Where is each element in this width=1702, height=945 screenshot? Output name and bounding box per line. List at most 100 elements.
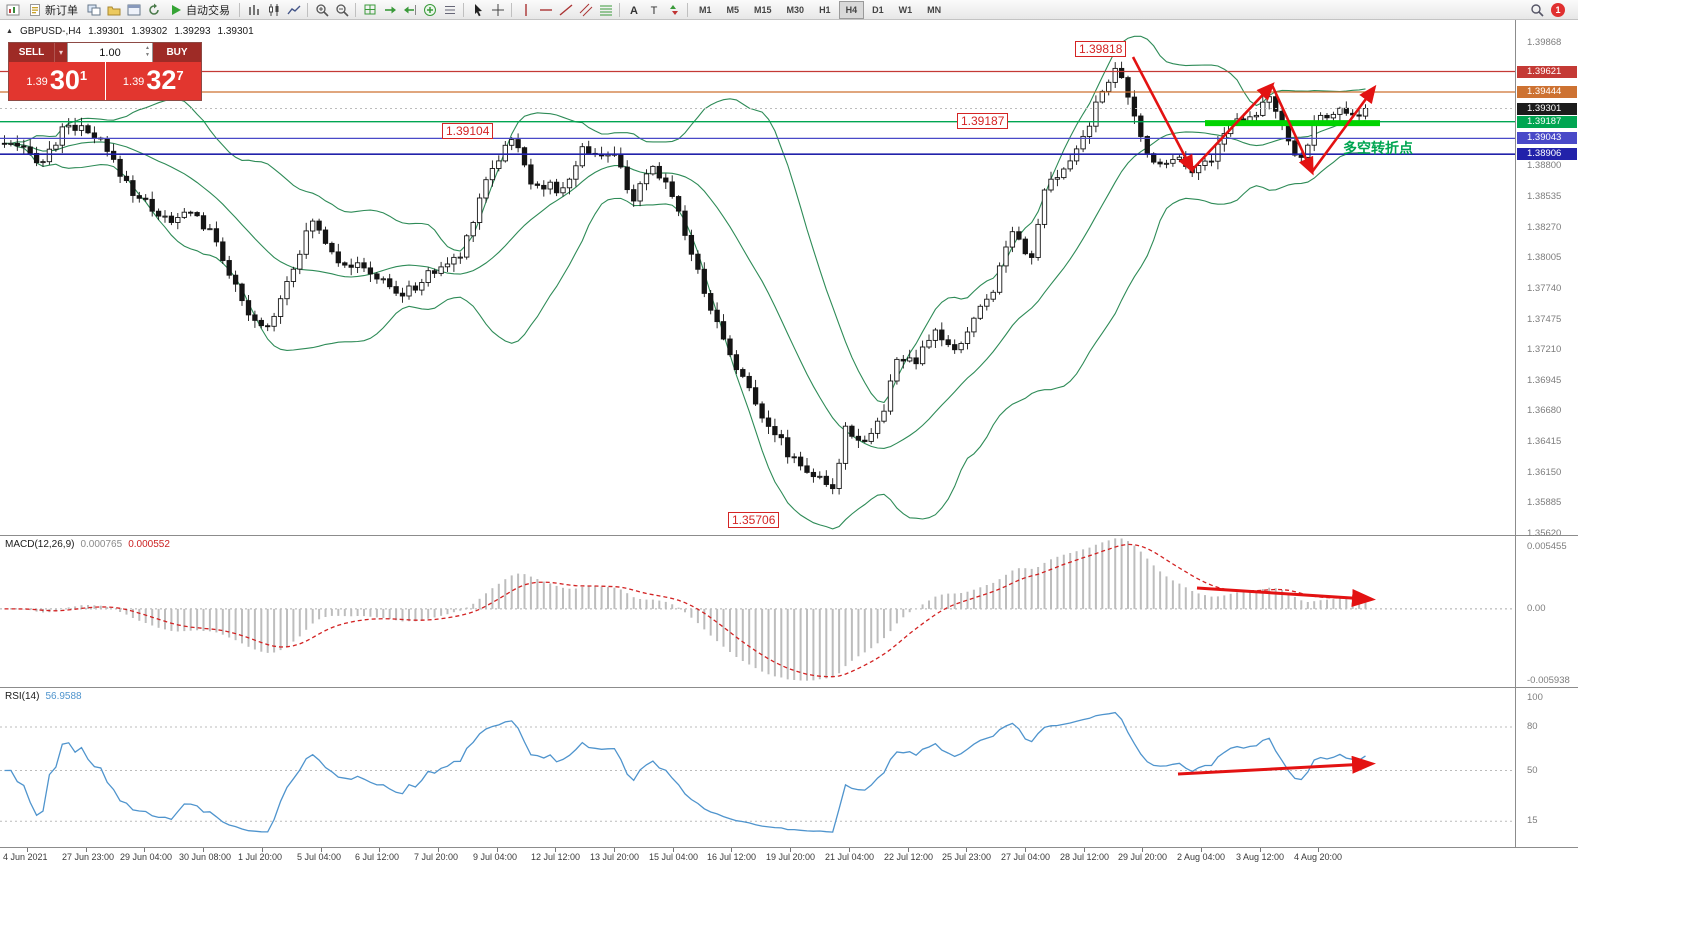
trendline-icon[interactable] (556, 1, 575, 19)
rsi-canvas[interactable] (0, 688, 1515, 848)
time-axis-label: 27 Jun 23:00 (62, 852, 115, 862)
search-icon[interactable] (1527, 1, 1546, 19)
notification-badge[interactable]: 1 (1551, 2, 1565, 17)
fibonacci-icon[interactable] (596, 1, 615, 19)
text-label-icon: T (650, 5, 657, 17)
refresh-icon[interactable] (144, 1, 163, 19)
macd-canvas[interactable] (0, 536, 1515, 688)
text-label-icon[interactable]: T (644, 1, 663, 19)
one-click-trading-widget: SELL ▾ 1.00 ▲ ▼ BUY 1.39 30 1 (8, 42, 202, 101)
horizontal-level-lines[interactable] (0, 70, 1515, 156)
timeframe-button-m30[interactable]: M30 (786, 4, 805, 15)
bar-chart-icon[interactable] (244, 1, 263, 19)
svg-text:A: A (630, 5, 638, 17)
time-axis-tick (1260, 848, 1261, 852)
spinner-down-icon[interactable]: ▼ (145, 52, 150, 58)
sell-button[interactable]: SELL (9, 43, 54, 62)
time-axis-label: 9 Jul 04:00 (473, 852, 518, 862)
timeframe-button-m15[interactable]: M15 (754, 4, 772, 15)
time-axis-tick (262, 848, 263, 852)
zoom-in-icon[interactable] (312, 1, 331, 19)
time-axis-label: 29 Jul 20:00 (1118, 852, 1168, 862)
time-axis-label: 27 Jul 04:00 (1001, 852, 1051, 862)
objects-list-icon[interactable] (440, 1, 459, 19)
terminal-icon[interactable] (124, 1, 143, 19)
chart-shift-icon[interactable] (400, 1, 419, 19)
price-tick-label: 1.37210 (1527, 344, 1562, 355)
main-chart-panel: 1.39868 1.38800 1.38535 1.38270 1.38005 1.377… (0, 20, 1578, 539)
rsi-scale[interactable]: 100 80 50 15 (1515, 688, 1578, 847)
price-tick-label: 1.38535 (1527, 191, 1562, 202)
volume-value: 1.00 (99, 46, 121, 59)
timeframe-button-h1[interactable]: H1 (819, 4, 831, 15)
timeframe-button-m5[interactable]: M5 (726, 4, 740, 15)
volume-spinner[interactable]: ▲ ▼ (145, 45, 150, 59)
chart-window-icon (87, 4, 100, 15)
cursor-icon[interactable] (468, 1, 487, 19)
price-tick-label: 1.36415 (1527, 436, 1562, 447)
macd-scale-label: -0.005938 (1527, 675, 1570, 686)
price-scale[interactable]: 1.39868 1.38800 1.38535 1.38270 1.38005 1.377… (1515, 20, 1578, 539)
line-chart-icon[interactable] (284, 1, 303, 19)
time-axis-tick (1084, 848, 1085, 852)
chart-shift-icon (403, 4, 416, 15)
spinner-up-icon[interactable]: ▲ (145, 45, 150, 51)
macd-label: MACD(12,26,9) 0.000765 0.000552 (5, 539, 170, 550)
macd-value-1: 0.000765 (80, 539, 123, 550)
crosshair-icon[interactable] (488, 1, 507, 19)
trade-options-caret[interactable]: ▾ (54, 43, 67, 62)
auto-trading-button-label: 自动交易 (186, 4, 230, 17)
timeframe-button-m1[interactable]: M1 (699, 4, 712, 15)
time-axis-tick (1318, 848, 1319, 852)
buy-price-display[interactable]: 1.39 32 7 (105, 62, 201, 100)
arrows-icon[interactable] (664, 1, 683, 19)
auto-trading-button[interactable]: 自动交易 (164, 1, 235, 19)
time-axis-label: 2 Aug 04:00 (1177, 852, 1226, 862)
rsi-trend-arrow[interactable] (1177, 755, 1376, 776)
time-axis-tick (379, 848, 380, 852)
timeframe-button-d1[interactable]: D1 (872, 4, 884, 15)
time-axis-tick (849, 848, 850, 852)
sell-price-display[interactable]: 1.39 30 1 (9, 62, 105, 100)
text-icon[interactable]: A (624, 1, 643, 19)
macd-histogram (16, 538, 1367, 681)
volume-input[interactable]: 1.00 ▲ ▼ (67, 43, 153, 62)
grid-icon[interactable] (360, 1, 379, 19)
timeframe-button-w1[interactable]: W1 (898, 4, 913, 15)
candlestick-icon[interactable] (264, 1, 283, 19)
time-axis-label: 19 Jul 20:00 (766, 852, 816, 862)
new-order-button-label: 新订单 (45, 4, 78, 17)
macd-scale[interactable]: 0.005455 0.00 -0.005938 (1515, 536, 1578, 687)
timeframe-button-mn[interactable]: MN (927, 4, 942, 15)
time-axis-label: 5 Jul 04:00 (297, 852, 342, 862)
horizontal-line-icon[interactable] (536, 1, 555, 19)
toolbar-separator (355, 2, 356, 17)
time-axis-tick (321, 848, 322, 852)
toolbar-separator (619, 2, 620, 17)
new-order-button[interactable]: 新订单 (23, 1, 83, 19)
price-chart-canvas[interactable] (0, 20, 1515, 536)
time-axis-tick (731, 848, 732, 852)
channel-icon[interactable] (576, 1, 595, 19)
time-axis-tick (614, 848, 615, 852)
toolbar-separator (307, 2, 308, 17)
time-axis-tick (86, 848, 87, 852)
chart-window-icon[interactable] (84, 1, 103, 19)
indicators-icon[interactable] (420, 1, 439, 19)
macd-trend-arrow[interactable] (1196, 586, 1376, 608)
time-axis[interactable]: 4 Jun 2021 27 Jun 23:00 29 Jun 04:00 30 Jun… (0, 848, 1578, 866)
zoom-out-icon[interactable] (332, 1, 351, 19)
trading-terminal-app: 新订单 自动交易 A T M1 M5 M15 M30 H1 H4 D1 W1 MN 1 1.39868 1.… (0, 0, 1578, 866)
vertical-line-icon[interactable] (516, 1, 535, 19)
line-chart-icon (286, 5, 300, 14)
grid-icon (364, 4, 375, 14)
new-chart-icon[interactable] (3, 1, 22, 19)
profiles-icon[interactable] (104, 1, 123, 19)
timeframe-button-h4[interactable]: H4 (838, 0, 865, 19)
level-price-box: 1.39444 (1517, 86, 1577, 98)
time-axis-label: 3 Aug 12:00 (1236, 852, 1285, 862)
time-axis-tick (1201, 848, 1202, 852)
auto-scroll-icon[interactable] (380, 1, 399, 19)
zigzag-arrows[interactable] (1131, 56, 1377, 176)
buy-button[interactable]: BUY (153, 43, 201, 62)
